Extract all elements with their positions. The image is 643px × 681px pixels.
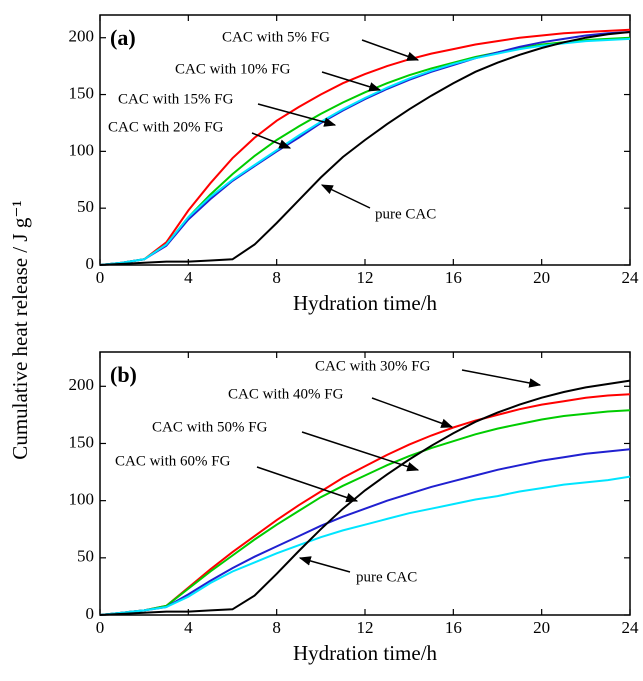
series-line bbox=[99, 31, 631, 266]
annotation-arrow bbox=[371, 397, 454, 428]
annotation-arrow bbox=[251, 132, 292, 149]
x-tick-label: 4 bbox=[184, 268, 193, 287]
y-tick-label: 200 bbox=[69, 375, 95, 394]
x-axis-label: Hydration time/h bbox=[293, 291, 438, 315]
y-tick-label: 200 bbox=[69, 27, 95, 46]
x-tick-label: 12 bbox=[357, 268, 374, 287]
series-annotation: pure CAC bbox=[375, 206, 436, 222]
x-axis-label: Hydration time/h bbox=[293, 641, 438, 665]
y-tick-label: 100 bbox=[69, 490, 95, 509]
series-annotation: CAC with 5% FG bbox=[222, 29, 330, 45]
series-annotation: CAC with 15% FG bbox=[118, 91, 234, 107]
x-tick-label: 20 bbox=[533, 268, 550, 287]
annotation-arrow bbox=[298, 556, 351, 573]
series-line bbox=[99, 409, 631, 616]
y-tick-label: 50 bbox=[77, 547, 94, 566]
series-annotation: CAC with 30% FG bbox=[315, 358, 431, 374]
annotation-arrow bbox=[461, 369, 542, 388]
y-tick-label: 50 bbox=[77, 197, 94, 216]
x-tick-label: 24 bbox=[622, 618, 640, 637]
series-annotation: CAC with 60% FG bbox=[115, 453, 231, 469]
series-line bbox=[99, 28, 631, 266]
annotation-arrow bbox=[301, 431, 420, 472]
y-tick-label: 150 bbox=[69, 432, 95, 451]
annotation-arrow bbox=[256, 466, 359, 503]
series-annotation: CAC with 10% FG bbox=[175, 61, 291, 77]
y-tick-label: 100 bbox=[69, 140, 95, 159]
x-tick-label: 20 bbox=[533, 618, 550, 637]
x-tick-label: 16 bbox=[445, 618, 462, 637]
y-tick-label: 150 bbox=[69, 83, 95, 102]
x-tick-label: 4 bbox=[184, 618, 193, 637]
series-annotation: CAC with 50% FG bbox=[152, 419, 268, 435]
series-line bbox=[99, 475, 631, 616]
series-line bbox=[99, 448, 631, 616]
y-tick-label: 0 bbox=[86, 604, 95, 623]
x-tick-label: 24 bbox=[622, 268, 640, 287]
x-tick-label: 0 bbox=[96, 618, 105, 637]
series-annotation: pure CAC bbox=[356, 569, 417, 585]
annotation-arrow bbox=[361, 39, 420, 61]
y-tick-label: 0 bbox=[86, 254, 95, 273]
series-line bbox=[99, 379, 631, 616]
series-annotation: CAC with 40% FG bbox=[228, 386, 344, 402]
x-tick-label: 12 bbox=[357, 618, 374, 637]
series-annotation: CAC with 20% FG bbox=[108, 119, 224, 135]
x-tick-label: 16 bbox=[445, 268, 462, 287]
annotation-arrow bbox=[321, 71, 382, 92]
panel-title: (a) bbox=[110, 25, 136, 50]
x-tick-label: 0 bbox=[96, 268, 105, 287]
annotation-arrow bbox=[320, 184, 371, 209]
annotation-arrow bbox=[257, 103, 337, 127]
x-tick-label: 8 bbox=[272, 618, 281, 637]
series-line bbox=[99, 37, 631, 266]
panel-title: (b) bbox=[110, 362, 137, 387]
x-tick-label: 8 bbox=[272, 268, 281, 287]
y-axis-label: Cumulative heat release / J g⁻¹ bbox=[8, 200, 32, 459]
